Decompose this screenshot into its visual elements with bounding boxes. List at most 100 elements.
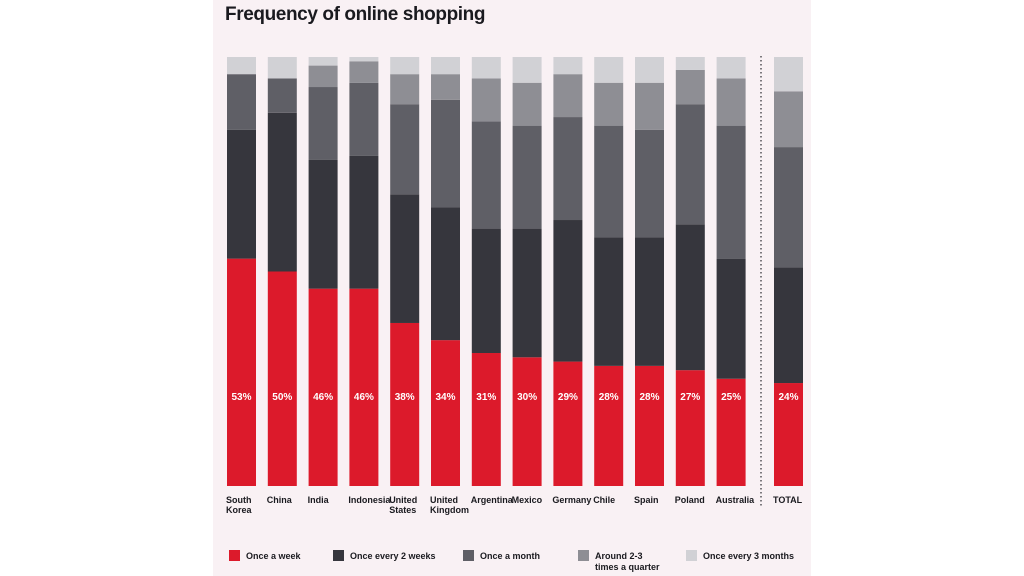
bar-segment xyxy=(308,87,338,160)
category-label: Poland xyxy=(675,495,705,505)
bar-segment xyxy=(431,340,460,486)
chart-title: Frequency of online shopping xyxy=(225,4,486,25)
bar-value-label: 46% xyxy=(354,392,374,403)
bar-segment xyxy=(308,65,338,88)
legend-label: Once a week xyxy=(246,551,302,561)
bar-value-label: 28% xyxy=(599,392,619,403)
bar-segment xyxy=(675,104,705,225)
bar-segment xyxy=(774,383,803,486)
bar-segment xyxy=(471,228,501,354)
legend-label: Around 2-3 times a quarter xyxy=(595,551,660,572)
bar-segment xyxy=(349,61,379,83)
bar-value-label: 27% xyxy=(680,392,700,403)
bar-segment xyxy=(635,365,664,486)
bar-segment xyxy=(431,57,460,75)
bar-segment xyxy=(512,82,542,126)
bar-segment xyxy=(553,74,583,118)
bar-segment xyxy=(512,57,542,83)
bar-segment xyxy=(594,57,624,83)
bar-segment xyxy=(774,267,803,384)
bar-segment xyxy=(716,378,746,486)
bar-segment xyxy=(471,353,501,486)
bar-segment xyxy=(267,112,297,272)
bar-segment xyxy=(512,228,542,358)
bar-value-label: 28% xyxy=(639,392,659,403)
bar-segment xyxy=(390,57,420,75)
category-label: South Korea xyxy=(226,495,253,515)
bar-segment xyxy=(227,57,256,75)
bar-segment xyxy=(390,104,420,195)
legend-swatch xyxy=(333,550,344,561)
bar-segment xyxy=(349,155,379,289)
bar-segment xyxy=(635,82,664,130)
category-label: China xyxy=(267,495,293,505)
bar-segment xyxy=(675,370,705,486)
bar-segment xyxy=(349,288,379,486)
bar-segment xyxy=(675,224,705,371)
legend-swatch xyxy=(578,550,589,561)
bar-segment xyxy=(716,78,746,126)
bar-segment xyxy=(635,57,664,83)
bar-segment xyxy=(716,125,746,259)
bar-segment xyxy=(308,57,338,66)
bar-segment xyxy=(227,129,256,259)
bar-segment xyxy=(675,69,705,105)
bar-segment xyxy=(675,57,705,70)
bar-segment xyxy=(349,57,379,62)
bar-value-label: 53% xyxy=(231,392,251,403)
bar-segment xyxy=(227,74,256,130)
bar-segment xyxy=(594,365,624,486)
bar-value-label: 31% xyxy=(476,392,496,403)
bar-value-label: 24% xyxy=(778,392,798,403)
bar-segment xyxy=(774,147,803,268)
bar-segment xyxy=(267,271,297,486)
category-label: TOTAL xyxy=(773,495,803,505)
category-label: Spain xyxy=(634,495,659,505)
bar-segment xyxy=(716,57,746,79)
bar-segment xyxy=(594,125,624,238)
category-label: United States xyxy=(389,495,417,515)
bar-segment xyxy=(308,159,338,289)
bar-segment xyxy=(716,258,746,379)
legend-label: Once a month xyxy=(480,551,540,561)
bar-segment xyxy=(594,82,624,126)
category-label: Australia xyxy=(716,495,756,505)
bar-segment xyxy=(635,129,664,238)
category-label: Argentina xyxy=(471,495,514,505)
legend-swatch xyxy=(229,550,240,561)
category-label: Germany xyxy=(552,495,591,505)
bar-segment xyxy=(553,117,583,221)
bar-segment xyxy=(431,74,460,100)
bar-value-label: 25% xyxy=(721,392,741,403)
bar-segment xyxy=(471,78,501,122)
bar-segment xyxy=(512,125,542,229)
category-label: India xyxy=(308,495,330,505)
legend-label: Once every 2 weeks xyxy=(350,551,436,561)
bar-segment xyxy=(431,99,460,208)
category-label: Mexico xyxy=(512,495,543,505)
bar-segment xyxy=(267,78,297,113)
bar-value-label: 46% xyxy=(313,392,333,403)
legend-label: Once every 3 months xyxy=(703,551,794,561)
bar-value-label: 30% xyxy=(517,392,537,403)
legend-swatch xyxy=(686,550,697,561)
bar-value-label: 29% xyxy=(558,392,578,403)
bar-value-label: 38% xyxy=(395,392,415,403)
category-label: Chile xyxy=(593,495,615,505)
bar-segment xyxy=(349,82,379,156)
bar-segment xyxy=(267,57,297,79)
bar-value-label: 34% xyxy=(435,392,455,403)
category-label: Indonesia xyxy=(348,495,391,505)
bar-segment xyxy=(308,288,338,486)
bar-segment xyxy=(431,207,460,341)
legend-swatch xyxy=(463,550,474,561)
bar-segment xyxy=(390,74,420,105)
bar-segment xyxy=(774,91,803,148)
bar-segment xyxy=(390,322,420,486)
bar-segment xyxy=(471,57,501,79)
bar-segment xyxy=(471,121,501,229)
bar-segment xyxy=(512,357,542,486)
bar-segment xyxy=(553,361,583,486)
bar-segment xyxy=(553,57,583,75)
